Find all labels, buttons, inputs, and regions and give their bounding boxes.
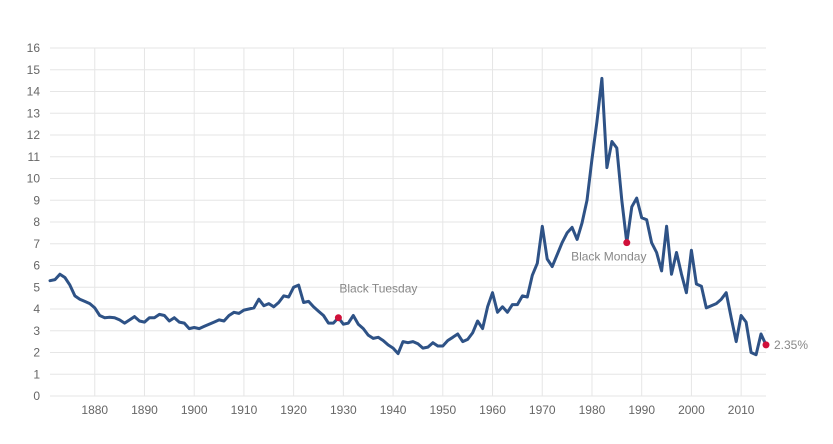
y-tick-label: 2 [33,346,40,360]
y-tick-label: 15 [27,63,41,77]
x-tick-label: 1910 [231,403,258,417]
x-axis-ticks: 1880 1890 1900 1910 1920 1930 1940 1950 1960 1970… [81,403,754,417]
gridlines [50,47,766,397]
annotation-label: 2.35% [774,338,808,352]
x-tick-label: 2010 [728,403,755,417]
x-tick-label: 1900 [181,403,208,417]
annotation-marker [762,341,770,349]
x-tick-label: 1950 [429,403,456,417]
y-tick-label: 3 [33,324,40,338]
y-tick-label: 8 [33,215,40,229]
y-tick-label: 13 [27,106,41,120]
x-tick-label: 1930 [330,403,357,417]
y-tick-label: 1 [33,367,40,381]
y-tick-label: 6 [33,259,40,273]
y-tick-label: 10 [27,172,41,186]
y-tick-label: 0 [33,389,40,403]
y-tick-label: 5 [33,280,40,294]
x-tick-label: 1880 [81,403,108,417]
annotation-label: Black Tuesday [339,282,417,296]
y-tick-label: 12 [27,128,41,142]
x-tick-label: 1920 [280,403,307,417]
x-tick-label: 1890 [131,403,158,417]
x-tick-label: 1980 [579,403,606,417]
annotation-label: Black Monday [571,250,646,264]
y-tick-label: 4 [33,302,40,316]
y-tick-label: 9 [33,193,40,207]
y-tick-label: 14 [27,85,41,99]
x-tick-label: 2000 [678,403,705,417]
annotation-marker [334,314,342,322]
x-tick-label: 1990 [628,403,655,417]
x-tick-label: 1960 [479,403,506,417]
x-tick-label: 1970 [529,403,556,417]
y-tick-label: 7 [33,237,40,251]
annotations: Black Tuesday Black Monday 2.35% [334,239,808,352]
series-line [48,76,768,357]
y-tick-label: 11 [28,150,41,164]
annotation-marker [623,239,631,247]
x-tick-label: 1940 [380,403,407,417]
y-tick-label: 16 [27,41,41,55]
